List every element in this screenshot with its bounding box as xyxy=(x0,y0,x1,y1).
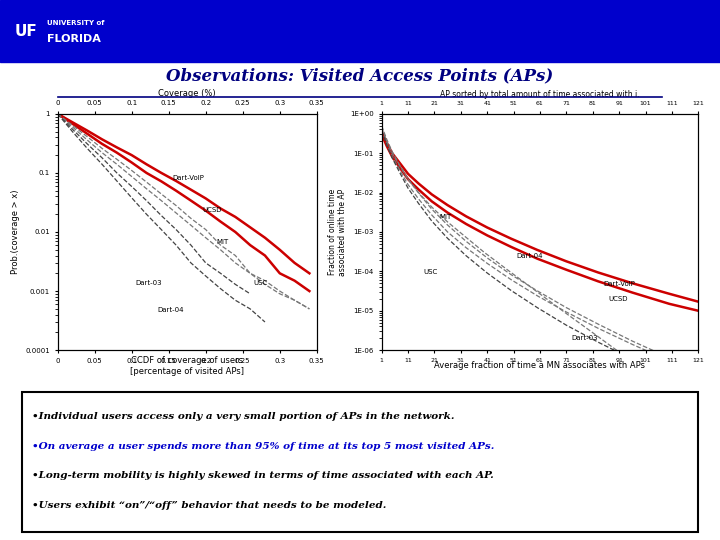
Text: Dart-04: Dart-04 xyxy=(516,253,543,259)
Y-axis label: Prob.(coverage > x): Prob.(coverage > x) xyxy=(11,190,19,274)
Text: Observations: Visited Access Points (APs): Observations: Visited Access Points (APs… xyxy=(166,68,554,84)
Text: MIT: MIT xyxy=(440,213,452,219)
Text: •Individual users access only a very small portion of APs in the network.: •Individual users access only a very sma… xyxy=(32,412,454,421)
Text: Dart-03: Dart-03 xyxy=(135,280,162,286)
Y-axis label: Fraction of online time
associated with the AP: Fraction of online time associated with … xyxy=(328,188,348,275)
Text: UCSD: UCSD xyxy=(608,296,628,302)
Text: Dart-VoIP: Dart-VoIP xyxy=(172,176,204,181)
Text: USC: USC xyxy=(254,280,268,286)
Text: •Users exhibit “on”/“off” behavior that needs to be modeled.: •Users exhibit “on”/“off” behavior that … xyxy=(32,501,386,510)
Text: •Long-term mobility is highly skewed in terms of time associated with each AP.: •Long-term mobility is highly skewed in … xyxy=(32,471,493,480)
X-axis label: AP sorted by total amount of time associated with i.: AP sorted by total amount of time associ… xyxy=(440,90,640,99)
Text: [percentage of visited APs]: [percentage of visited APs] xyxy=(130,368,244,376)
Text: •On average a user spends more than 95% of time at its top 5 most visited APs.: •On average a user spends more than 95% … xyxy=(32,442,494,451)
Text: Average fraction of time a MN associates with APs: Average fraction of time a MN associates… xyxy=(434,361,646,370)
Text: FLORIDA: FLORIDA xyxy=(47,34,101,44)
Text: MIT: MIT xyxy=(217,239,229,245)
Text: UNIVERSITY of: UNIVERSITY of xyxy=(47,20,104,26)
Text: UCSD: UCSD xyxy=(202,207,222,213)
Text: USC: USC xyxy=(424,269,438,275)
Text: UF: UF xyxy=(14,24,37,38)
X-axis label: Coverage (%): Coverage (%) xyxy=(158,89,216,98)
Text: Dart-VoIP: Dart-VoIP xyxy=(603,281,635,287)
Text: Dart-03: Dart-03 xyxy=(572,335,598,341)
FancyBboxPatch shape xyxy=(22,392,698,532)
Text: Dart-04: Dart-04 xyxy=(158,307,184,313)
Text: CCDF of coverage of users: CCDF of coverage of users xyxy=(131,356,243,364)
